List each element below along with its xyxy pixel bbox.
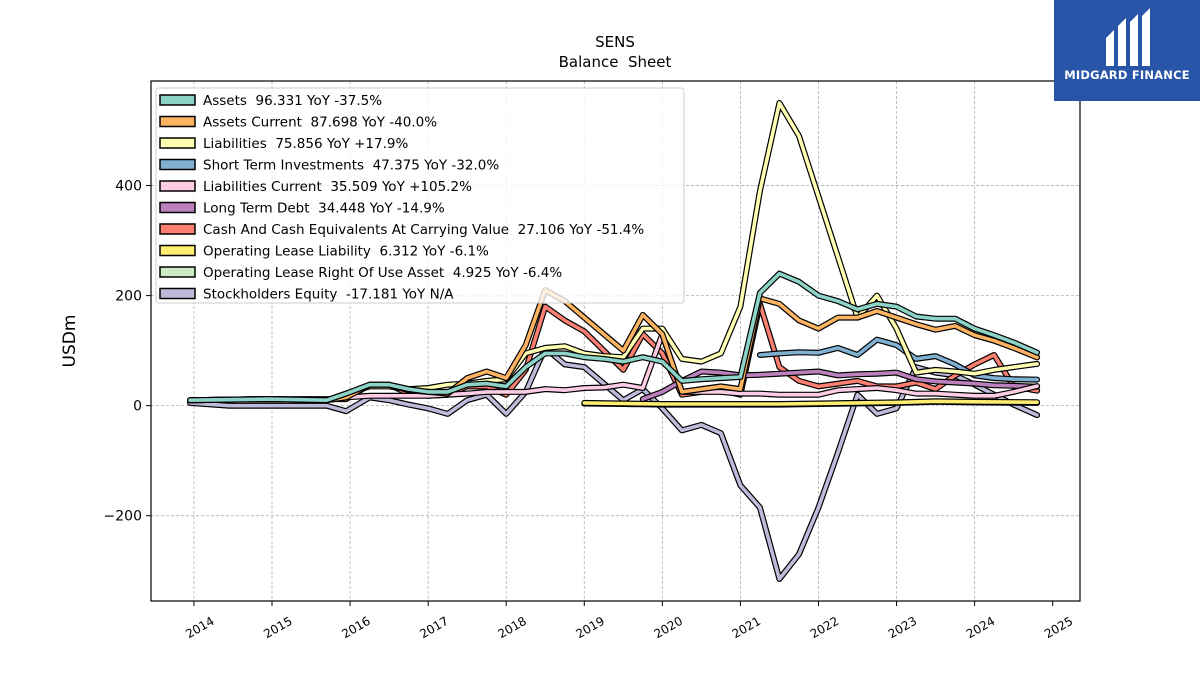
y-tick-label: 0 [133, 399, 142, 415]
y-tick-label: 200 [115, 289, 142, 305]
x-tick-label: 2017 [417, 614, 450, 641]
legend-label: Stockholders Equity -17.181 YoY N/A [203, 287, 454, 303]
legend-label: Liabilities Current 35.509 YoY +105.2% [203, 179, 472, 195]
brand-name: MIDGARD FINANCE [1064, 68, 1190, 82]
x-tick-label: 2020 [652, 614, 685, 641]
x-tick-label: 2024 [964, 614, 997, 641]
legend-label: Cash And Cash Equivalents At Carrying Va… [203, 222, 644, 238]
x-axis: 2014 2015 2016 2017 2018 2019 2020 2021 2022 2023… [183, 601, 1075, 641]
legend-swatch [159, 94, 196, 106]
x-tick-label: 2016 [339, 614, 372, 641]
legend-swatch [159, 137, 196, 149]
series-line [187, 344, 1041, 582]
series-line [187, 270, 1041, 404]
x-tick-label: 2018 [495, 614, 528, 641]
series-line [756, 336, 1041, 383]
legend-swatch [159, 287, 196, 300]
y-axis-label: USDm [60, 315, 80, 368]
legend-swatch [159, 244, 196, 257]
series-path [188, 271, 1039, 402]
brand-logo: MIDGARD FINANCE [1054, 0, 1200, 101]
series-line [581, 398, 1041, 407]
legend-swatch [159, 266, 196, 278]
chart-title: SENS [595, 33, 635, 51]
x-tick-label: 2022 [808, 614, 841, 641]
plot-frame [150, 80, 1081, 602]
series-path [758, 337, 1039, 382]
y-tick-label: −200 [104, 509, 142, 525]
x-tick-label: 2015 [261, 614, 294, 641]
legend-box [155, 87, 685, 304]
legend-swatch [159, 180, 196, 192]
x-tick-label: 2025 [1042, 614, 1075, 641]
series-lines [187, 100, 1041, 582]
x-tick-label: 2014 [183, 614, 216, 641]
legend-swatch [159, 201, 196, 214]
series-path [188, 346, 1039, 581]
x-tick-label: 2019 [574, 614, 607, 641]
legend-label: Liabilities 75.856 YoY +17.9% [203, 136, 408, 152]
legend-label: Operating Lease Right Of Use Asset 4.925… [203, 265, 562, 281]
legend-label: Assets Current 87.698 YoY -40.0% [203, 115, 437, 131]
legend-swatch [159, 223, 196, 235]
y-axis: −200 0 200 400 [104, 179, 151, 525]
chart-subtitle: Balance Sheet [559, 53, 672, 71]
legend: Assets 96.331 YoY -37.5% Assets Current 8… [155, 87, 685, 304]
legend-label: Assets 96.331 YoY -37.5% [203, 93, 382, 109]
legend-swatch [159, 115, 196, 128]
legend-swatch [159, 158, 196, 171]
x-tick-label: 2021 [730, 614, 763, 641]
logo-mark-icon [1106, 8, 1150, 66]
series-line [639, 368, 1041, 403]
x-tick-label: 2023 [886, 614, 919, 641]
legend-label: Long Term Debt 34.448 YoY -14.9% [203, 201, 445, 217]
series-path [582, 399, 1039, 406]
y-tick-label: 400 [115, 179, 142, 195]
legend-label: Short Term Investments 47.375 YoY -32.0% [203, 158, 499, 174]
legend-label: Operating Lease Liability 6.312 YoY -6.1… [203, 244, 489, 260]
series-path [641, 369, 1039, 401]
